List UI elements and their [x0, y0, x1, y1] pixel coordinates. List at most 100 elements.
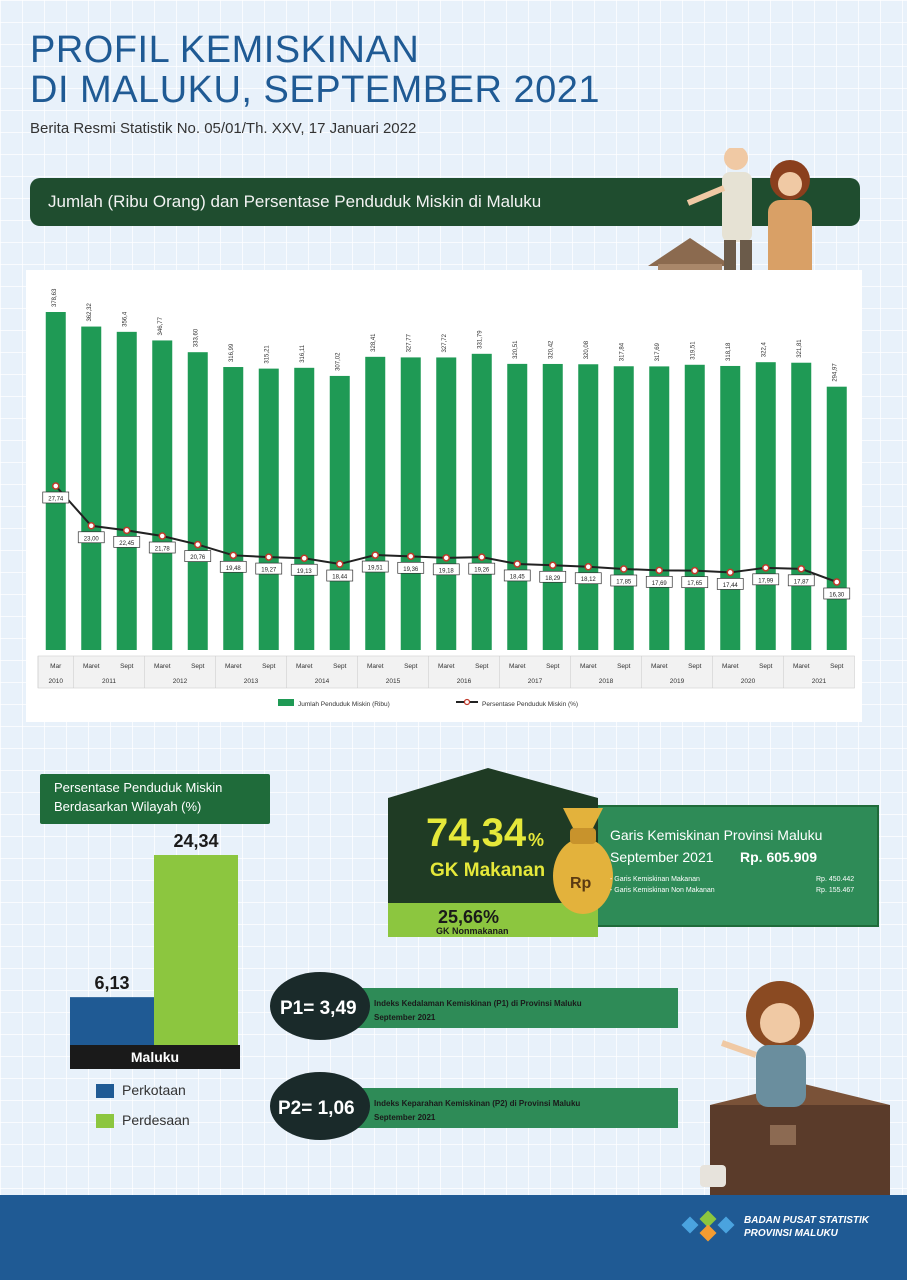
bar-14	[542, 363, 563, 650]
bar-rural-label: 24,34	[173, 831, 218, 851]
percentage-point-22	[833, 578, 841, 586]
year-label-10: 2020	[741, 678, 756, 685]
bar-0	[45, 312, 66, 650]
percentage-label-9: 19,51	[368, 566, 384, 572]
money-bag-label: Rp	[570, 875, 592, 892]
percentage-point-12	[478, 553, 486, 561]
percentage-point-8	[336, 560, 344, 568]
percentage-label-10: 19,36	[403, 567, 419, 573]
bar-3	[152, 340, 173, 650]
region-title-line-1: Persentase Penduduk Miskin	[54, 780, 223, 795]
year-label-11: 2021	[812, 678, 827, 685]
bar-value-label-3: 346,77	[158, 316, 164, 335]
x-tick-label-21: Maret	[793, 663, 810, 670]
x-tick-label-8: Sept	[333, 663, 347, 670]
x-tick-label-11: Maret	[438, 663, 455, 670]
percentage-point-20	[762, 564, 770, 572]
x-tick-label-0: Mar	[50, 663, 62, 670]
region-title-line-2: Berdasarkan Wilayah (%)	[54, 799, 202, 814]
percentage-point-6	[265, 553, 273, 561]
bar-value-label-15: 320,08	[584, 340, 590, 359]
p2-text-line-1: Indeks Keparahan Kemiskinan (P2) di Prov…	[374, 1099, 580, 1108]
x-tick-label-6: Sept	[262, 663, 276, 670]
p2-bar	[348, 1088, 678, 1128]
percentage-point-2	[123, 526, 131, 535]
percentage-label-18: 17,65	[687, 581, 703, 587]
percentage-point-14	[549, 561, 557, 570]
percentage-point-0	[52, 482, 60, 490]
percentage-point-1	[87, 522, 95, 530]
bar-value-label-17: 317,69	[655, 342, 661, 361]
percentage-label-box-15	[574, 572, 602, 585]
p1-badge	[270, 972, 370, 1040]
bar-8	[329, 375, 350, 650]
percentage-label-11: 19,18	[439, 568, 455, 574]
poverty-line-value: Rp. 605.909	[740, 849, 817, 865]
food-share-pct-sign: %	[528, 830, 544, 850]
region-chart-title: Persentase Penduduk Miskin Berdasarkan W…	[40, 774, 270, 824]
bar-urban-label: 6,13	[94, 973, 129, 993]
percentage-label-box-17	[645, 575, 673, 588]
bar-value-label-20: 322,4	[762, 342, 768, 358]
percentage-label-box-2	[113, 536, 141, 548]
percentage-point-19	[726, 568, 734, 577]
percentage-label-12: 19,26	[474, 568, 490, 574]
poverty-line-panel: 74,34 % GK Makanan 25,66% GK Nonmakanan …	[388, 768, 879, 937]
x-tick-label-7: Maret	[296, 663, 313, 670]
percentage-label-box-8	[326, 569, 354, 582]
bar-value-label-19: 318,18	[726, 342, 732, 361]
percentage-label-box-3	[148, 541, 176, 554]
percentage-point-17	[655, 566, 663, 575]
money-bag-icon: Rp	[553, 808, 613, 914]
year-label-7: 2017	[528, 678, 543, 685]
x-tick-label-16: Sept	[617, 663, 631, 670]
poverty-trend-svg: 378,63 362,32 356,4 346,77 333,60 316,99 315,2…	[37, 288, 855, 708]
region-category-label: Maluku	[131, 1049, 179, 1065]
bar-9	[365, 356, 386, 650]
bar-2	[116, 331, 137, 650]
title-line-1: PROFIL KEMISKINAN	[30, 29, 420, 71]
percentage-point-18	[691, 566, 699, 575]
year-label-0: 2010	[49, 678, 64, 685]
nonfood-line-label: - Garis Kemiskinan Non Makanan	[610, 887, 715, 894]
x-tick-label-10: Sept	[404, 663, 418, 670]
x-tick-label-1: Maret	[83, 663, 100, 670]
bar-7	[294, 367, 315, 650]
legend-urban-swatch	[96, 1084, 114, 1099]
bar-4	[187, 352, 208, 650]
bar-15	[578, 364, 599, 650]
bar-10	[400, 357, 421, 650]
title-line-2: DI MALUKU, SEPTEMBER 2021	[30, 69, 601, 111]
poverty-indices-panel: P1= 3,49 Indeks Kedalaman Kemiskinan (P1…	[270, 972, 678, 1140]
bar-19	[720, 365, 741, 650]
percentage-point-9	[371, 551, 379, 559]
percentage-label-box-21	[787, 574, 815, 587]
bar-1	[81, 326, 102, 650]
percentage-point-10	[407, 552, 415, 561]
bar-value-label-11: 327,72	[442, 333, 448, 352]
year-label-4: 2014	[315, 678, 330, 685]
poverty-line-box	[575, 805, 879, 927]
bar-rural	[154, 855, 238, 1045]
x-tick-label-13: Maret	[509, 663, 526, 670]
x-tick-label-2: Sept	[120, 663, 134, 670]
bar-5	[223, 367, 244, 650]
bar-value-label-4: 333,60	[194, 328, 200, 347]
percentage-label-box-6	[255, 562, 283, 575]
bar-value-label-14: 320,42	[549, 340, 555, 359]
x-tick-label-14: Sept	[546, 663, 560, 670]
percentage-point-16	[620, 565, 628, 573]
nonfood-share-badge	[388, 903, 598, 937]
percentage-label-box-18	[681, 576, 709, 589]
bar-12	[471, 353, 492, 650]
bar-value-label-8: 307,02	[336, 352, 342, 371]
bar-urban	[70, 997, 154, 1045]
bar-value-label-18: 319,51	[691, 341, 697, 360]
x-tick-label-9: Maret	[367, 663, 384, 670]
percentage-label-box-13	[503, 569, 531, 582]
footer-org-line-1: BADAN PUSAT STATISTIK	[744, 1215, 869, 1226]
percentage-label-box-1	[77, 531, 105, 544]
p1-bar	[348, 988, 678, 1028]
percentage-label-0: 27,74	[48, 497, 64, 503]
year-label-1: 2011	[102, 678, 116, 685]
